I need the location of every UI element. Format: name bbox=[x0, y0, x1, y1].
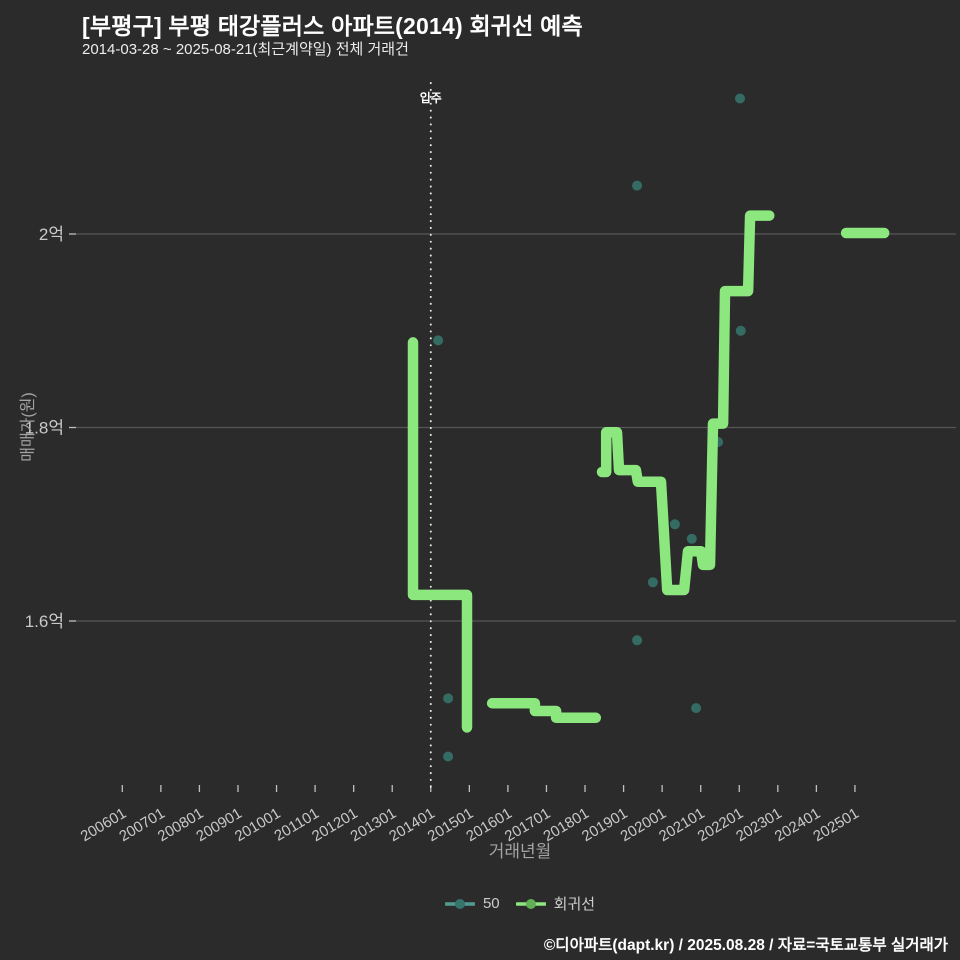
y-tick-label: 1.6억 bbox=[25, 612, 64, 631]
legend-label: 회귀선 bbox=[553, 896, 596, 913]
legend-marker-dot bbox=[525, 898, 536, 909]
scatter-point bbox=[443, 693, 454, 704]
regression-line-segment bbox=[407, 337, 473, 733]
scatter-point bbox=[691, 703, 702, 714]
y-axis-label: 매매가(원) bbox=[20, 392, 37, 462]
x-axis-label: 거래년월 bbox=[488, 842, 552, 861]
move-in-label: 입주 bbox=[420, 91, 442, 105]
scatter-point bbox=[647, 577, 658, 588]
y-tick-label: 2억 bbox=[39, 225, 64, 244]
scatter-point bbox=[632, 635, 643, 646]
scatter-point bbox=[735, 325, 746, 336]
scatter-point bbox=[632, 180, 643, 191]
scatter-point bbox=[443, 751, 454, 762]
scatter-point bbox=[669, 519, 680, 530]
scatter-point bbox=[433, 335, 444, 346]
scatter-point bbox=[686, 533, 697, 544]
chart-subtitle: 2014-03-28 ~ 2025-08-21(최근계약일) 전체 거래건 bbox=[82, 41, 409, 58]
scatter-point bbox=[735, 93, 745, 104]
regression-line-segment bbox=[596, 210, 775, 596]
chart-legend: 50 회귀선 bbox=[444, 893, 596, 914]
legend-line-marker-icon bbox=[515, 898, 546, 909]
legend-scatter-marker-icon bbox=[444, 898, 475, 909]
legend-label: 50 bbox=[482, 895, 500, 912]
footer-credit: ©디아파트(dapt.kr) / 2025.08.28 / 자료=국토교통부 실… bbox=[543, 937, 948, 954]
chart-title: [부평구] 부평 태강플러스 아파트(2014) 회귀선 예측 bbox=[82, 13, 583, 39]
regression-line-segment bbox=[486, 697, 602, 724]
y-tick-label: 1.8억 bbox=[25, 419, 64, 438]
legend-item-regression: 회귀선 bbox=[515, 893, 596, 914]
legend-marker-dot bbox=[454, 898, 465, 909]
legend-item-scatter: 50 bbox=[444, 895, 500, 912]
